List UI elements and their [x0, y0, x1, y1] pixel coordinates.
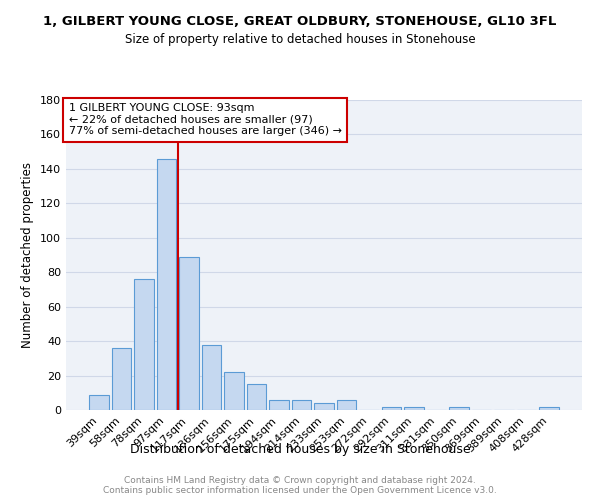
Text: Contains HM Land Registry data © Crown copyright and database right 2024.
Contai: Contains HM Land Registry data © Crown c… [103, 476, 497, 495]
Bar [224, 372, 244, 410]
Bar [134, 279, 154, 410]
Bar [292, 400, 311, 410]
Bar [89, 394, 109, 410]
Bar [112, 348, 131, 410]
Bar [314, 403, 334, 410]
Bar [157, 158, 176, 410]
Bar [382, 406, 401, 410]
Bar [539, 406, 559, 410]
Y-axis label: Number of detached properties: Number of detached properties [22, 162, 34, 348]
Text: Size of property relative to detached houses in Stonehouse: Size of property relative to detached ho… [125, 32, 475, 46]
Bar [202, 344, 221, 410]
Bar [179, 256, 199, 410]
Text: Distribution of detached houses by size in Stonehouse: Distribution of detached houses by size … [130, 442, 470, 456]
Text: 1 GILBERT YOUNG CLOSE: 93sqm
← 22% of detached houses are smaller (97)
77% of se: 1 GILBERT YOUNG CLOSE: 93sqm ← 22% of de… [68, 103, 341, 136]
Text: 1, GILBERT YOUNG CLOSE, GREAT OLDBURY, STONEHOUSE, GL10 3FL: 1, GILBERT YOUNG CLOSE, GREAT OLDBURY, S… [43, 15, 557, 28]
Bar [337, 400, 356, 410]
Bar [449, 406, 469, 410]
Bar [404, 406, 424, 410]
Bar [269, 400, 289, 410]
Bar [247, 384, 266, 410]
